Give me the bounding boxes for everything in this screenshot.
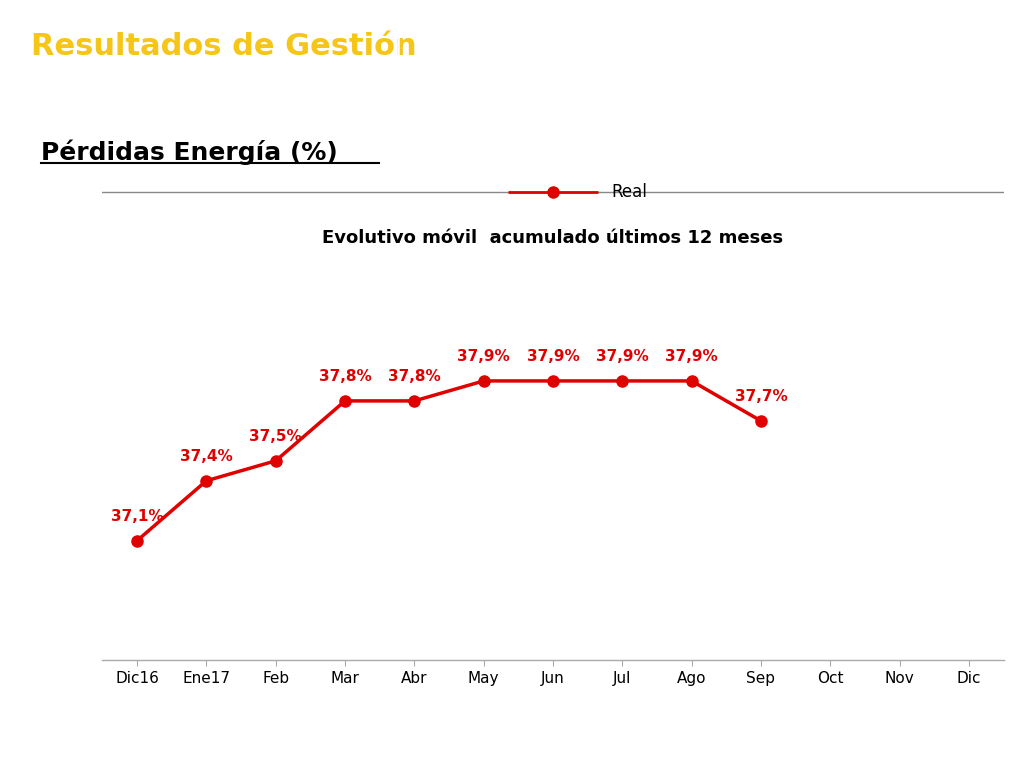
Text: Real: Real <box>611 183 647 201</box>
Text: 37,8%: 37,8% <box>388 369 440 384</box>
Text: 37,5%: 37,5% <box>249 429 302 444</box>
Text: Evolutivo móvil  acumulado últimos 12 meses: Evolutivo móvil acumulado últimos 12 mes… <box>323 229 783 247</box>
Text: 37,9%: 37,9% <box>526 349 580 364</box>
Text: 37,9%: 37,9% <box>596 349 648 364</box>
Text: 37,4%: 37,4% <box>180 449 232 464</box>
Text: 37,7%: 37,7% <box>734 389 787 404</box>
Text: Resultados de Gestión: Resultados de Gestión <box>31 31 417 61</box>
Text: 37,1%: 37,1% <box>111 509 164 524</box>
Text: 37,9%: 37,9% <box>458 349 510 364</box>
Text: | Principales Indicadores: | Principales Indicadores <box>394 31 731 61</box>
Text: 37,8%: 37,8% <box>318 369 372 384</box>
Text: 37,9%: 37,9% <box>666 349 718 364</box>
Text: Pérdidas Energía (%): Pérdidas Energía (%) <box>41 140 338 165</box>
